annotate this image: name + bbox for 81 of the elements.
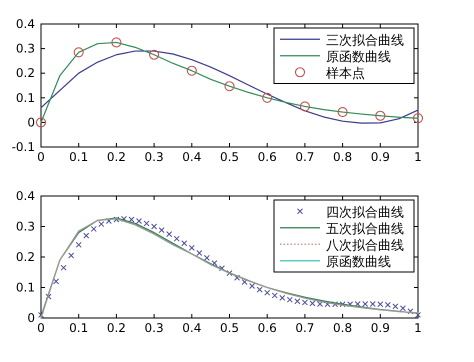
point <box>224 81 235 92</box>
legend-label: 八次拟合曲线 <box>326 238 404 254</box>
point <box>60 264 67 271</box>
point <box>76 242 82 248</box>
point <box>38 312 44 318</box>
point <box>338 107 348 118</box>
y-tick-label: 0.4 <box>16 189 35 203</box>
legend-label: 四次拟合曲线 <box>326 205 404 220</box>
y-tick-label: 0.1 <box>16 90 35 105</box>
point <box>46 294 52 300</box>
legend-label: 三次拟合曲线 <box>326 33 404 48</box>
point <box>412 113 424 124</box>
x-tick-label: 0.7 <box>295 321 314 335</box>
legend-label: 五次拟合曲线 <box>326 222 404 237</box>
y-tick-label: 0.1 <box>16 280 35 294</box>
x-tick-label: 0.3 <box>144 321 164 335</box>
point <box>181 240 188 246</box>
legend-label: 原函数曲线 <box>326 254 391 270</box>
point <box>144 220 150 226</box>
point <box>272 292 278 298</box>
x-tick-label: 0.9 <box>370 321 390 335</box>
point <box>242 279 248 286</box>
x-tick-label: 0.2 <box>106 150 126 164</box>
point <box>186 66 197 76</box>
point <box>111 37 122 48</box>
y-tick-label: 0.4 <box>16 17 35 31</box>
x-tick-label: 0.8 <box>333 321 352 335</box>
y-tick-label: 0 <box>27 115 35 130</box>
point <box>300 101 310 112</box>
point <box>166 231 172 238</box>
point <box>36 117 46 128</box>
x-tick-label: 0.8 <box>333 150 352 164</box>
x-tick-label: 0 <box>37 321 45 335</box>
y-tick-label: 0.3 <box>16 42 35 56</box>
y-tick-label: 0.2 <box>16 250 35 264</box>
legend-label: 原函数曲线 <box>326 50 391 65</box>
x-tick-label: 0.2 <box>106 321 126 335</box>
point <box>407 308 414 314</box>
y-tick-label: -0.1 <box>12 140 35 154</box>
point <box>188 244 195 251</box>
point <box>151 224 158 230</box>
point <box>249 282 256 289</box>
point <box>98 221 104 228</box>
point <box>279 294 286 301</box>
point <box>234 274 240 281</box>
x-tick-label: 0 <box>37 150 45 164</box>
x-tick-label: 0.6 <box>258 150 277 164</box>
point <box>400 305 406 312</box>
x-tick-label: 0.7 <box>295 150 314 164</box>
y-tick-label: 0 <box>27 311 35 325</box>
point <box>90 226 97 232</box>
x-tick-label: 0.3 <box>144 150 164 164</box>
point <box>256 286 263 293</box>
x-tick-label: 1 <box>414 321 422 335</box>
point <box>149 50 160 60</box>
x-tick-label: 0.6 <box>258 321 277 335</box>
point <box>174 236 180 242</box>
x-tick-label: 1 <box>414 150 422 164</box>
point <box>264 290 270 296</box>
point <box>204 254 210 261</box>
x-tick-label: 0.4 <box>182 150 202 164</box>
point <box>53 278 60 284</box>
x-tick-label: 0.5 <box>220 150 240 164</box>
point <box>196 250 202 256</box>
x-tick-label: 0.1 <box>69 150 88 164</box>
point <box>226 270 232 276</box>
point <box>262 92 272 103</box>
x-tick-label: 0.4 <box>182 321 202 335</box>
point <box>211 260 218 266</box>
x-tick-label: 0.5 <box>220 321 240 335</box>
point <box>375 110 386 121</box>
x-tick-label: 0.1 <box>69 321 88 335</box>
point <box>415 312 421 318</box>
point <box>83 232 90 239</box>
x-tick-label: 0.9 <box>370 150 390 164</box>
point <box>74 47 84 58</box>
y-tick-label: 0.2 <box>16 66 35 80</box>
legend-label: 样本点 <box>326 66 365 82</box>
point <box>68 252 74 258</box>
y-tick-label: 0.3 <box>16 220 35 234</box>
point <box>158 227 165 234</box>
